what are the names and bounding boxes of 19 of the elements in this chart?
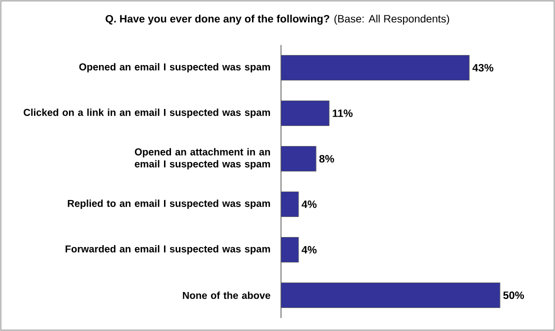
y-tick-label: Opened an attachment in an email I suspected was spam — [134, 148, 270, 170]
y-tick-label: Opened an email I suspected was spam — [79, 63, 270, 72]
data-label: 4% — [302, 246, 317, 254]
y-tick-label: Clicked on a link in an email I suspected was spam — [24, 108, 270, 118]
data-label: 43% — [472, 64, 494, 72]
y-tick-label: Forwarded an email I suspected was spam — [66, 245, 270, 254]
bar — [280, 100, 330, 126]
data-label: 50% — [503, 291, 524, 300]
bar — [280, 191, 299, 218]
data-label: 11% — [332, 109, 353, 118]
data-label: 8% — [319, 154, 334, 163]
bar — [280, 146, 316, 172]
y-tick-label: None of the above — [182, 292, 270, 299]
chart-title: Q. Have you ever done any of the following? (Base: All Respondents) — [106, 14, 450, 25]
bar — [280, 236, 299, 263]
data-label: 4% — [302, 200, 317, 208]
bar — [280, 54, 470, 81]
y-tick-label: Replied to an email I suspected was spam — [68, 200, 270, 209]
bar — [280, 282, 500, 308]
